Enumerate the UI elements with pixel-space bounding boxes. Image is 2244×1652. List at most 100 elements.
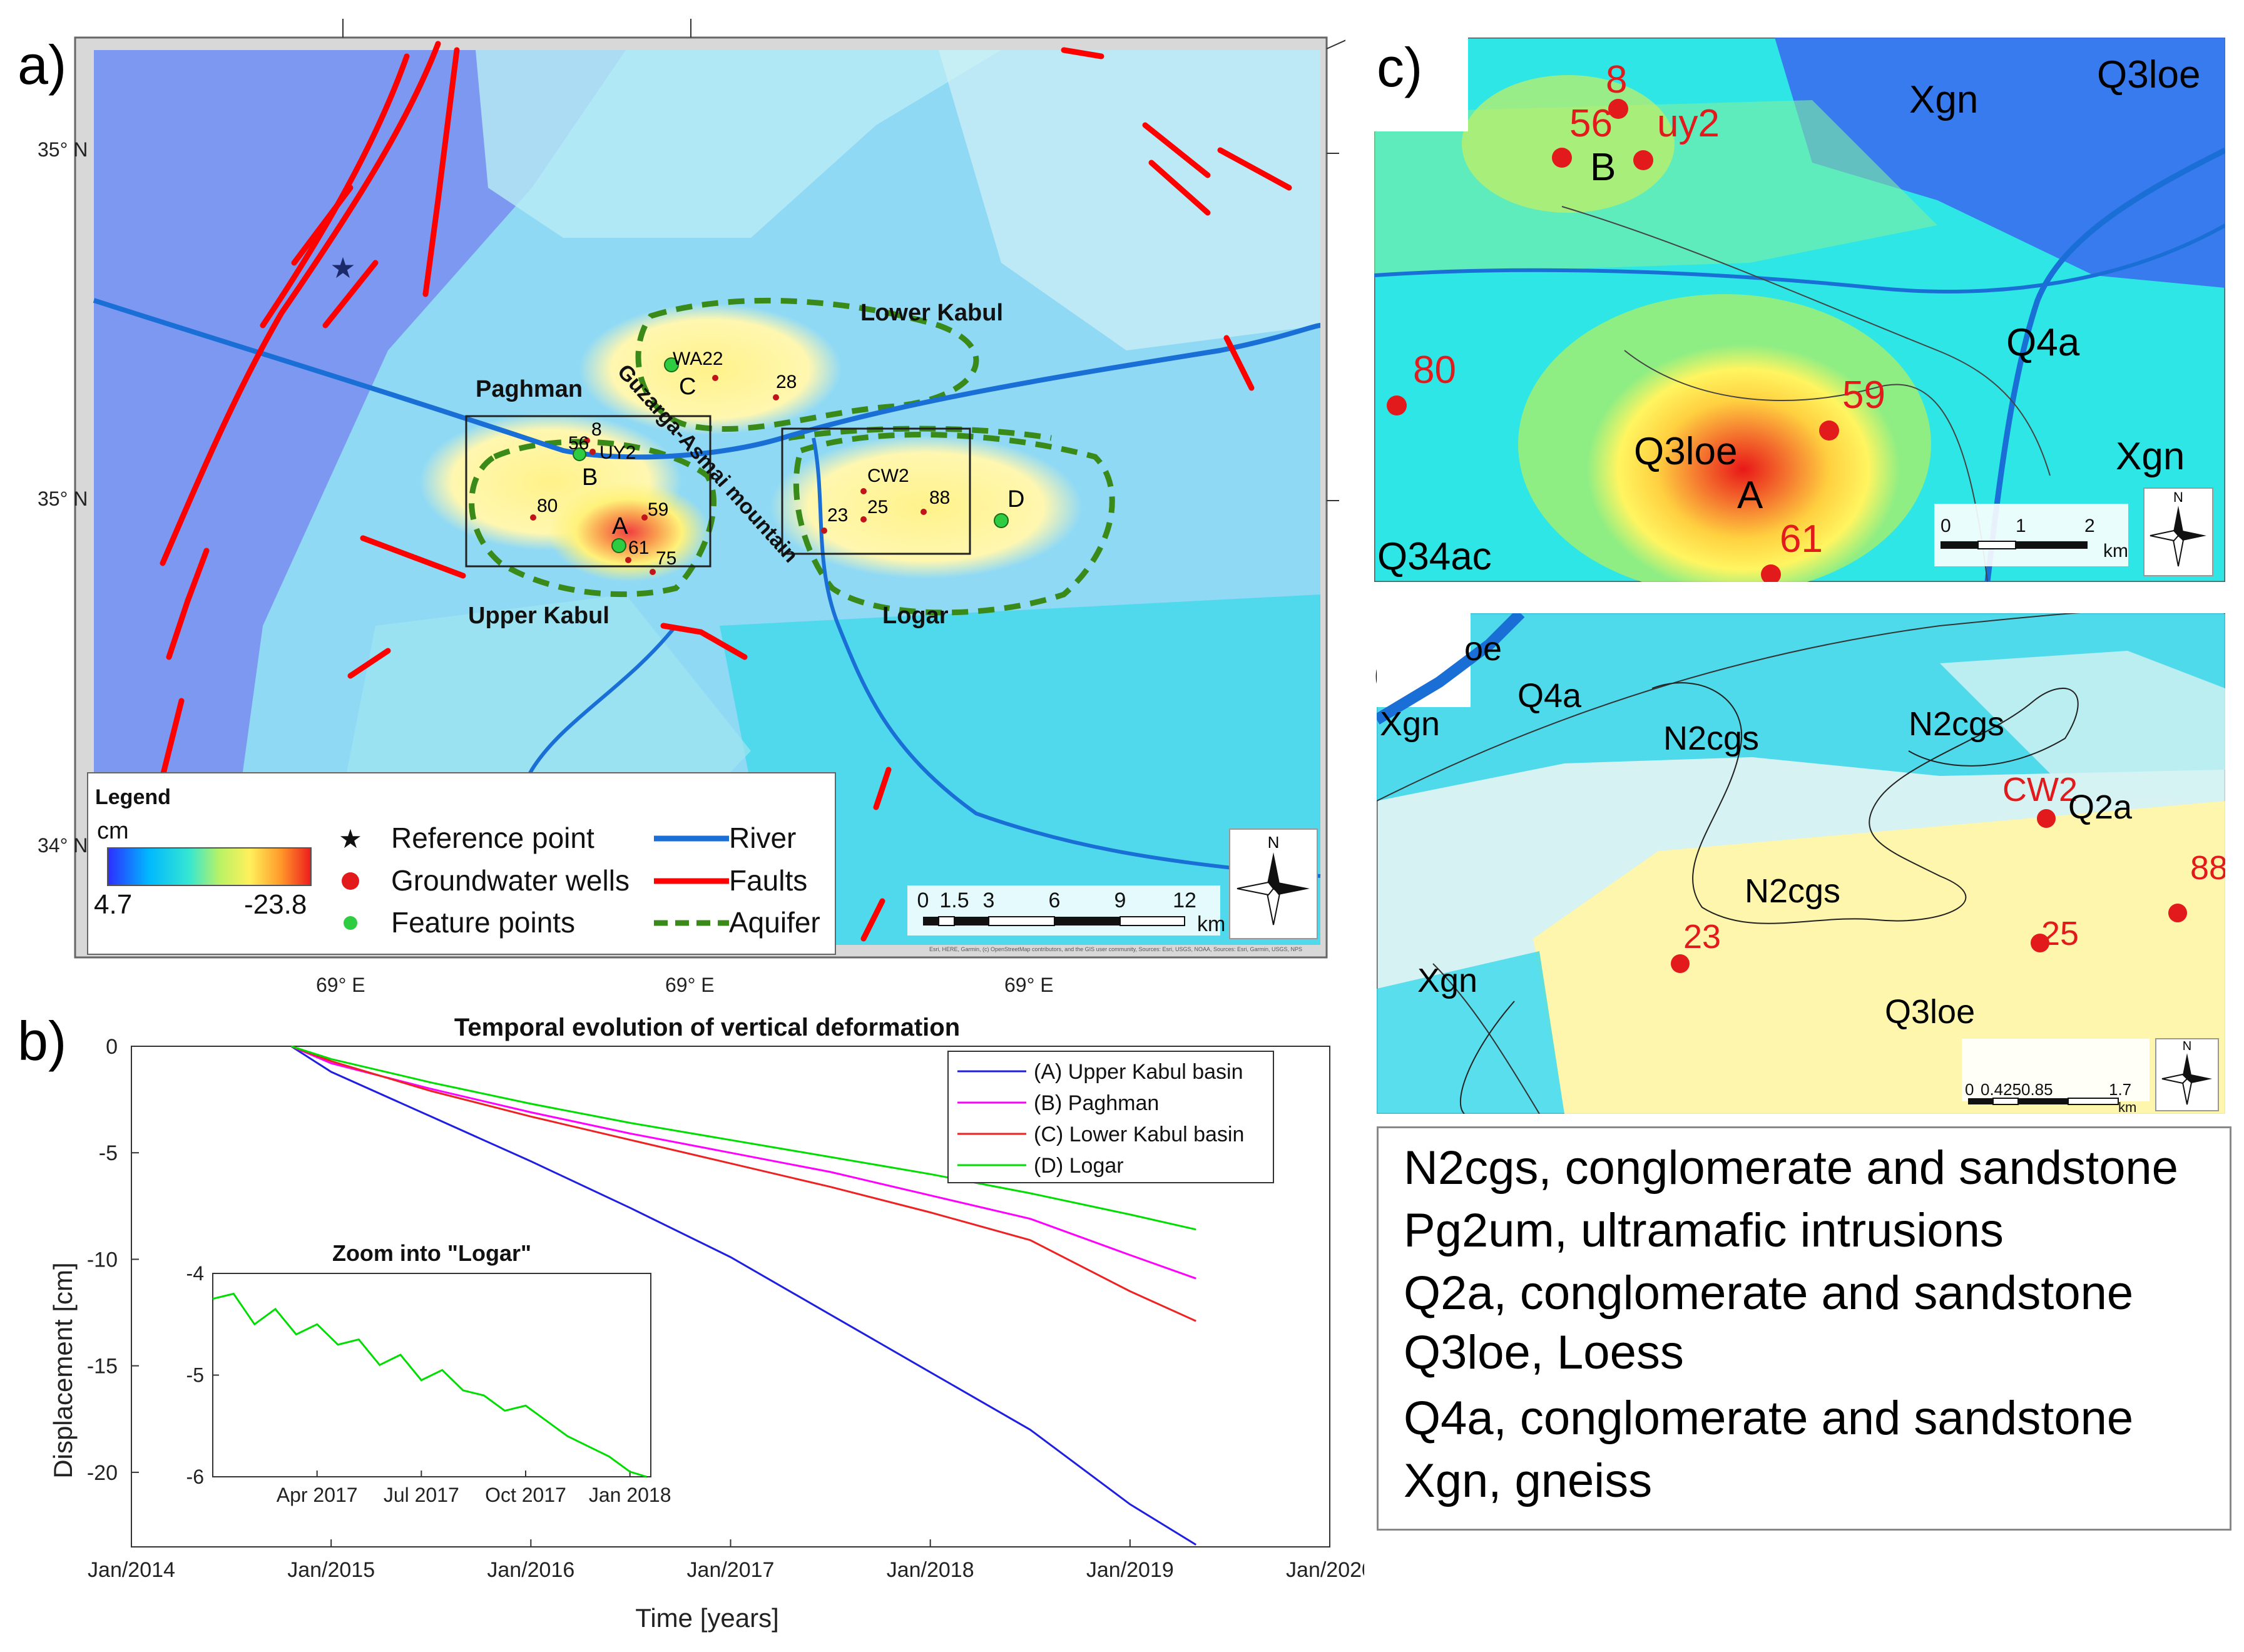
x-tick-label: Jan/2014 xyxy=(88,1558,175,1582)
region-paghman: Paghman xyxy=(476,376,583,402)
d-label-oe: oe xyxy=(1464,630,1502,668)
map-c: 8 56 uy2 80 59 61 B A Q3loe Xgn Q4a Q3lo… xyxy=(1374,38,2225,582)
region-logar: Logar xyxy=(882,603,949,629)
svg-text:Groundwater wells: Groundwater wells xyxy=(391,864,630,897)
svg-text:N: N xyxy=(2173,489,2183,505)
d-label-23: 23 xyxy=(1683,918,1721,956)
label-59: 59 xyxy=(648,499,668,520)
svg-text:0.85: 0.85 xyxy=(2021,1080,2053,1099)
d-label-25: 25 xyxy=(2041,915,2079,952)
x-tick-label: Jan/2018 xyxy=(887,1558,974,1582)
feature-point-D xyxy=(994,513,1009,528)
label-C: C xyxy=(679,374,696,400)
y-tick-label: -10 xyxy=(87,1248,118,1272)
svg-text:1.7: 1.7 xyxy=(2109,1080,2131,1099)
lon-label-2: 69° E xyxy=(665,974,715,996)
svg-text:N: N xyxy=(2183,1039,2191,1053)
inset-x-ticks: Apr 2017 Jul 2017 Oct 2017 Jan 2018 xyxy=(277,1471,671,1506)
river-main xyxy=(93,298,1321,460)
c-label-q3loe-top: Q3loe xyxy=(2097,53,2200,96)
map-a: ★ WA22 C 28 56 8 UY2 B 80 59 A 61 xyxy=(38,19,1345,996)
label-25: 25 xyxy=(867,497,888,518)
c-label-B: B xyxy=(1590,146,1616,189)
x-tick-label: Jan/2017 xyxy=(687,1558,775,1582)
d-label-n2cgs-1: N2cgs xyxy=(1663,720,1759,757)
d-label-xgn-bottom: Xgn xyxy=(1417,962,1477,999)
svg-text:km: km xyxy=(2118,1099,2136,1114)
series-line-d xyxy=(290,1045,1196,1231)
c-label-80: 80 xyxy=(1413,349,1456,392)
inset-x-tick-label: Apr 2017 xyxy=(277,1484,358,1506)
d-label-88: 88 xyxy=(2190,849,2225,887)
legend-label-a: (A) Upper Kabul basin xyxy=(1034,1060,1243,1084)
label-8: 8 xyxy=(591,419,602,440)
d-label-xgn-top: Xgn xyxy=(1380,705,1440,743)
box-b-region xyxy=(465,415,711,568)
svg-text:1: 1 xyxy=(2016,516,2026,536)
inset-series xyxy=(212,1292,647,1478)
x-tick-label: Jan/2019 xyxy=(1086,1558,1174,1582)
svg-text:4.7: 4.7 xyxy=(94,889,132,920)
c-label-8: 8 xyxy=(1606,58,1627,101)
colorbar xyxy=(107,847,312,886)
inset-y-tick-label: -4 xyxy=(186,1262,204,1285)
d-label-cw2: CW2 xyxy=(2002,771,2078,808)
c-label-q3loe-mid: Q3loe xyxy=(1634,430,1737,473)
chart-b: Temporal evolution of vertical deformati… xyxy=(48,1014,1364,1633)
chart-series xyxy=(290,1045,1196,1546)
svg-text:Aquifer: Aquifer xyxy=(729,906,820,939)
c-label-61: 61 xyxy=(1780,518,1823,561)
svg-text:0: 0 xyxy=(1941,516,1951,536)
d-label-q4a: Q4a xyxy=(1517,677,1582,715)
c-label-59: 59 xyxy=(1842,374,1885,417)
faults xyxy=(128,41,1292,948)
reference-point-icon: ★ xyxy=(330,252,355,284)
river-logar xyxy=(812,437,1321,878)
lithology-item: Q2a, conglomerate and sandstone xyxy=(1404,1267,2134,1320)
lithology-item: N2cgs, conglomerate and sandstone xyxy=(1404,1141,2178,1195)
y-tick-label: -15 xyxy=(87,1355,118,1379)
map-d: CW2 88 23 25 oe Xgn Q4a N2cgs N2cgs Q2a … xyxy=(1377,613,2225,1114)
inset-x-tick-label: Jan 2018 xyxy=(589,1484,671,1506)
map-a-scalebar: 0 1.5 3 6 9 12 km xyxy=(907,885,1225,936)
label-75: 75 xyxy=(656,548,676,569)
svg-text:9: 9 xyxy=(1114,889,1126,912)
d-label-n2cgs-3: N2cgs xyxy=(1745,872,1840,910)
svg-text:N: N xyxy=(1268,833,1280,852)
svg-text:Legend: Legend xyxy=(95,785,171,809)
lithology-item: Q3loe, Loess xyxy=(1404,1326,1684,1379)
c-label-A: A xyxy=(1737,474,1763,517)
chart-legend: (A) Upper Kabul basin (B) Paghman (C) Lo… xyxy=(947,1051,1274,1183)
feature-point-A xyxy=(611,538,626,553)
lithology-item: Pg2um, ultramafic intrusions xyxy=(1404,1204,2004,1257)
svg-text:Faults: Faults xyxy=(729,864,807,897)
map-a-north-arrow: N xyxy=(1229,829,1318,939)
d-label-q2a: Q2a xyxy=(2068,788,2133,826)
svg-text:Reference point: Reference point xyxy=(391,822,594,854)
lon-label-1: 69° E xyxy=(316,974,365,996)
y-tick-label: -20 xyxy=(87,1461,118,1485)
series-line-c xyxy=(290,1045,1196,1322)
label-23: 23 xyxy=(827,505,848,526)
chart-y-ticks: 0 -5 -10 -15 -20 xyxy=(87,1035,139,1485)
x-tick-label: Jan/2016 xyxy=(487,1558,574,1582)
chart-title: Temporal evolution of vertical deformati… xyxy=(454,1014,960,1041)
y-tick-label: 0 xyxy=(106,1035,118,1059)
box-logar-region xyxy=(781,427,971,555)
lithology-item: Q4a, conglomerate and sandstone xyxy=(1404,1392,2134,1445)
chart-ylabel: Displacement [cm] xyxy=(48,1262,78,1478)
lon-label-3: 69° E xyxy=(1004,974,1054,996)
inset-x-tick-label: Jul 2017 xyxy=(384,1484,459,1506)
panel-a-letter: a) xyxy=(18,34,67,96)
label-wa22: WA22 xyxy=(673,349,723,369)
d-label-q3loe: Q3loe xyxy=(1885,993,1975,1031)
map-a-legend: Legend cm 4.7 -23.8 ★ Reference point Gr… xyxy=(87,772,836,955)
svg-text:Feature points: Feature points xyxy=(391,906,575,939)
svg-text:0: 0 xyxy=(917,889,929,912)
legend-label-c: (C) Lower Kabul basin xyxy=(1034,1123,1244,1146)
label-cw2: CW2 xyxy=(867,466,909,486)
svg-text:2: 2 xyxy=(2084,516,2095,536)
x-tick-label: Jan/2015 xyxy=(287,1558,375,1582)
legend-label-b: (B) Paghman xyxy=(1034,1091,1159,1115)
